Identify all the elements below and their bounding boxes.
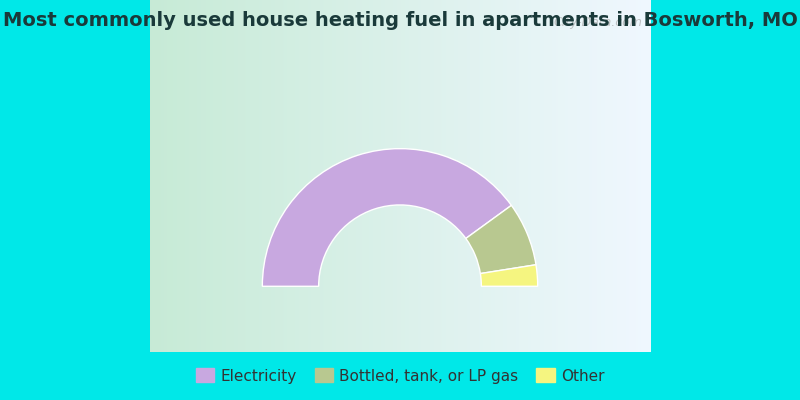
Text: Most commonly used house heating fuel in apartments in Bosworth, MO: Most commonly used house heating fuel in… (2, 10, 798, 30)
Text: City-Data.com: City-Data.com (554, 16, 642, 29)
Wedge shape (466, 205, 536, 274)
Wedge shape (262, 149, 511, 286)
Legend: Electricity, Bottled, tank, or LP gas, Other: Electricity, Bottled, tank, or LP gas, O… (190, 362, 610, 390)
Wedge shape (480, 265, 538, 286)
